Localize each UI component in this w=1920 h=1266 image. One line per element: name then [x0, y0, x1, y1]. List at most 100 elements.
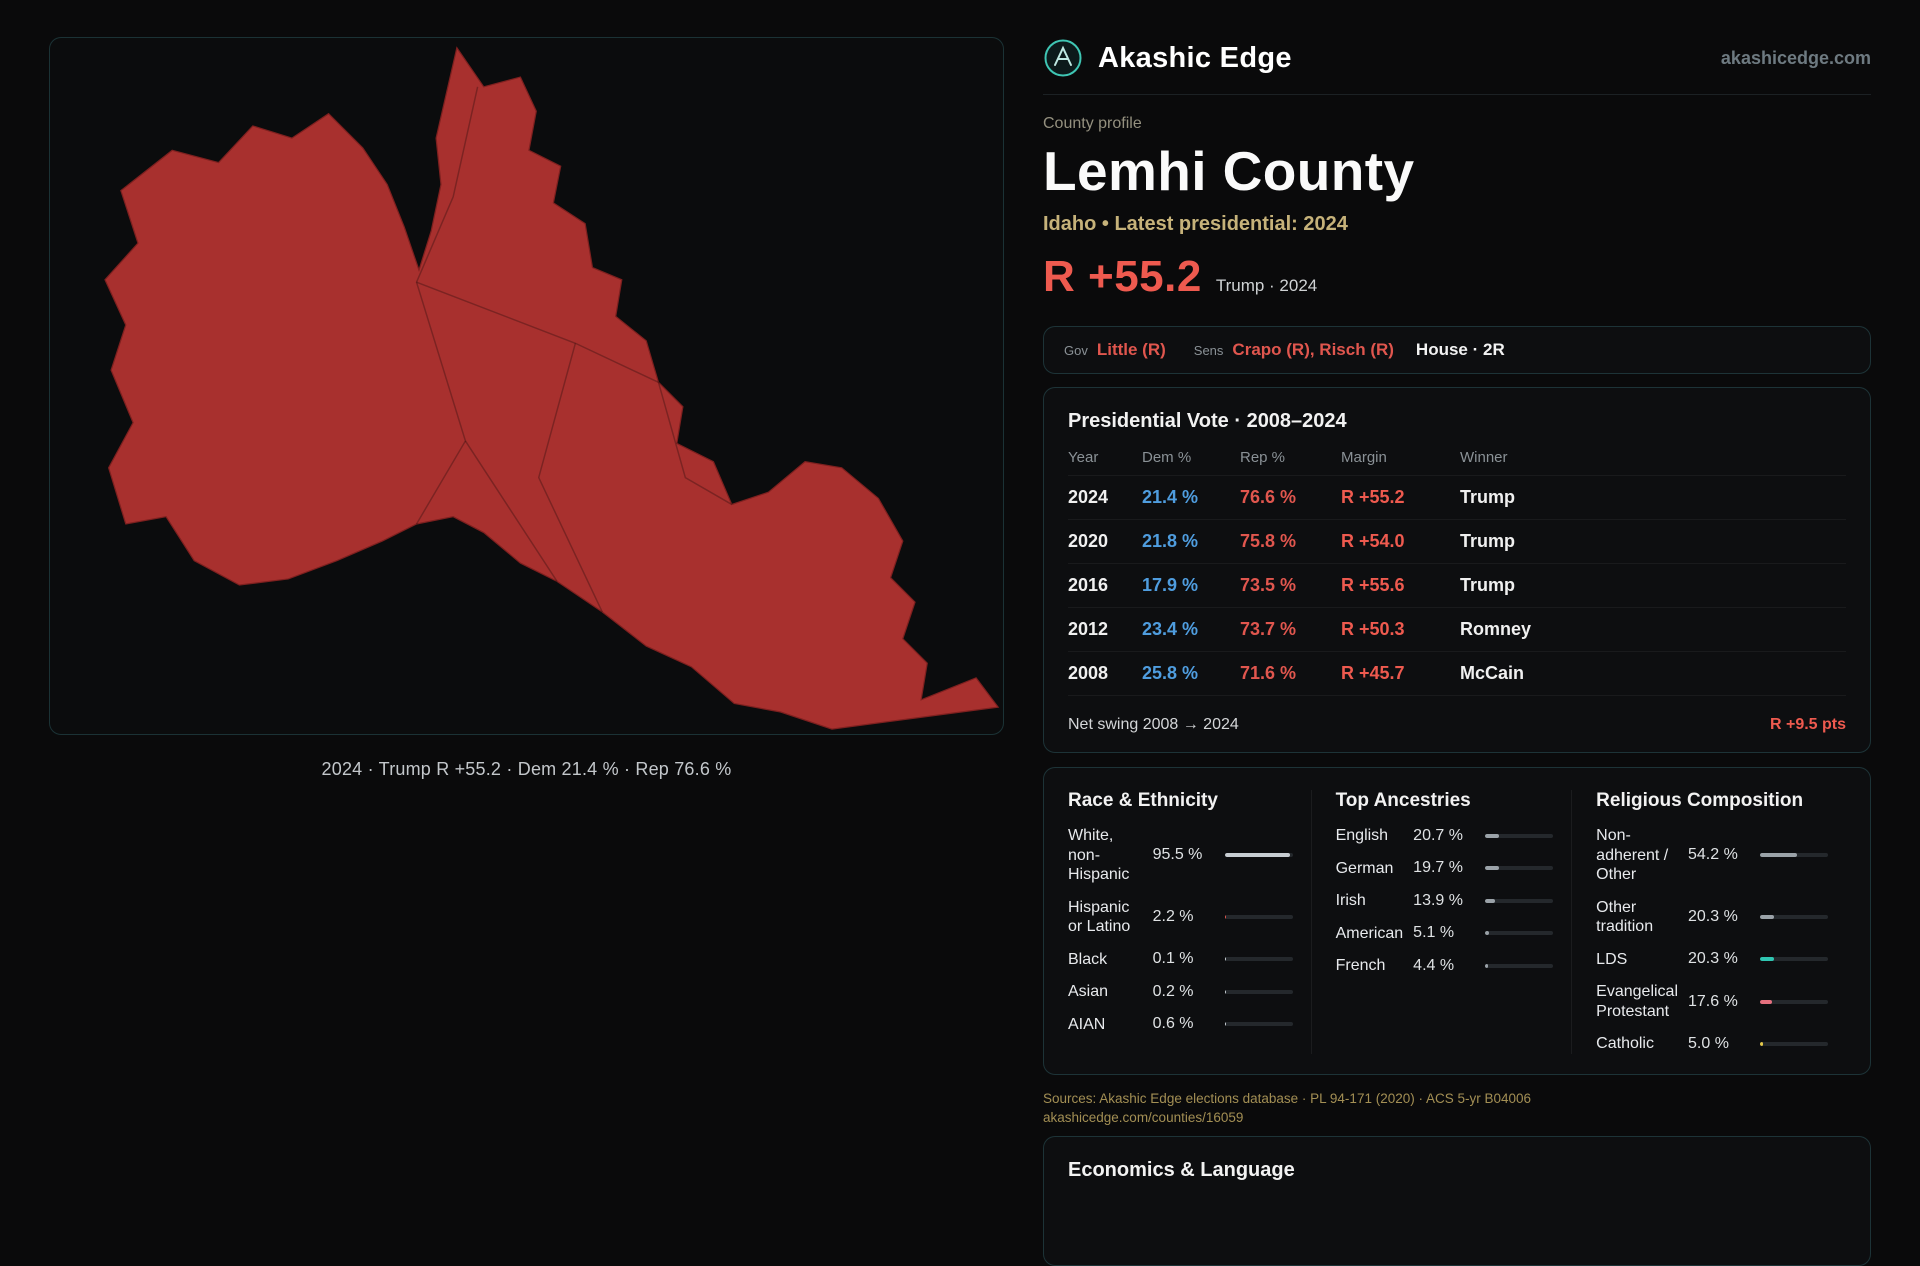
- economics-language-card: Economics & Language: [1043, 1135, 1871, 1266]
- stat-label: German: [1335, 859, 1394, 877]
- brand-name: Akashic Edge: [1098, 41, 1292, 74]
- headline-margin-caption: Trump · 2024: [1215, 276, 1318, 295]
- stat-bar: [1224, 1022, 1293, 1027]
- stat-bar: [1224, 853, 1293, 858]
- table-row: 2012 23.4 % 73.7 % R +50.3 Romney: [1068, 608, 1846, 652]
- rep-cell: 71.6 %: [1240, 663, 1297, 683]
- list-item: Black 0.1 %: [1068, 950, 1293, 970]
- net-swing-value: R +9.5 pts: [1769, 716, 1846, 733]
- brand-domain-link[interactable]: akashicedge.com: [1720, 47, 1871, 68]
- county-map: [104, 46, 1000, 730]
- stat-bar: [1485, 931, 1554, 936]
- year-cell: 2016: [1068, 575, 1109, 595]
- net-swing-row: Net swing 2008 → 2024 R +9.5 pts: [1068, 700, 1846, 734]
- dem-cell: 21.8 %: [1142, 531, 1199, 551]
- vote-card-title: Presidential Vote · 2008–2024: [1068, 410, 1347, 432]
- dem-cell: 17.9 %: [1142, 575, 1199, 595]
- winner-cell: Trump: [1460, 531, 1516, 551]
- stat-value: 95.5 %: [1152, 846, 1203, 864]
- senators-value: Crapo (R), Risch (R): [1232, 340, 1394, 359]
- stat-value: 2.2 %: [1152, 908, 1194, 926]
- headline-margin-row: R +55.2 Trump · 2024: [1043, 252, 1871, 302]
- app-header: Akashic Edge akashicedge.com: [1043, 38, 1871, 78]
- stat-bar: [1760, 853, 1828, 858]
- stat-value: 0.1 %: [1152, 950, 1194, 968]
- governor-value: Little (R): [1096, 340, 1166, 359]
- headline-margin: R +55.2: [1043, 252, 1202, 301]
- list-item: White, non-Hispanic 95.5 %: [1068, 826, 1293, 885]
- akashic-edge-logo-icon: [1044, 39, 1082, 77]
- vote-table-header: Year Dem % Rep % Margin Winner: [1068, 449, 1846, 476]
- col-margin: Margin: [1341, 449, 1387, 466]
- col-rep: Rep %: [1240, 449, 1286, 466]
- stat-value: 0.2 %: [1152, 982, 1194, 1000]
- list-item: German 19.7 %: [1336, 859, 1554, 879]
- page-title: Lemhi County: [1043, 140, 1415, 202]
- stat-label: LDS: [1596, 950, 1628, 968]
- year-cell: 2008: [1068, 663, 1109, 683]
- stat-value: 5.1 %: [1413, 924, 1455, 942]
- county-shape: [104, 46, 1000, 730]
- stat-label: Other tradition: [1596, 898, 1654, 936]
- stat-value: 5.0 %: [1688, 1034, 1729, 1052]
- economics-card-title: Economics & Language: [1068, 1158, 1295, 1181]
- table-row: 2020 21.8 % 75.8 % R +54.0 Trump: [1068, 520, 1846, 564]
- race-ethnicity-title: Race & Ethnicity: [1068, 790, 1218, 811]
- list-item: Catholic 5.0 %: [1596, 1034, 1828, 1054]
- stat-label: Irish: [1335, 892, 1366, 910]
- margin-cell: R +45.7: [1341, 663, 1405, 683]
- margin-cell: R +55.2: [1341, 487, 1405, 507]
- col-dem: Dem %: [1142, 449, 1192, 466]
- county-url-link[interactable]: akashicedge.com/counties/16059: [1043, 1110, 1244, 1126]
- stat-value: 13.9 %: [1413, 891, 1463, 909]
- col-winner: Winner: [1460, 449, 1508, 466]
- stat-value: 54.2 %: [1688, 846, 1738, 864]
- dem-cell: 25.8 %: [1142, 663, 1199, 683]
- presidential-vote-card: Presidential Vote · 2008–2024 Year Dem %…: [1043, 387, 1871, 753]
- stat-label: AIAN: [1068, 1015, 1106, 1033]
- rep-cell: 73.7 %: [1240, 619, 1297, 639]
- table-row: 2016 17.9 % 73.5 % R +55.6 Trump: [1068, 564, 1846, 608]
- religious-composition-column: Religious Composition Non-adherent / Oth…: [1571, 790, 1846, 1054]
- stat-label: English: [1335, 827, 1389, 844]
- rep-cell: 76.6 %: [1240, 487, 1297, 507]
- margin-cell: R +50.3: [1341, 619, 1405, 639]
- list-item: LDS 20.3 %: [1596, 950, 1828, 970]
- list-item: French 4.4 %: [1336, 956, 1554, 976]
- stat-value: 20.3 %: [1688, 950, 1738, 968]
- senators-label: Sens: [1193, 342, 1224, 358]
- table-row: 2024 21.4 % 76.6 % R +55.2 Trump: [1068, 476, 1846, 520]
- rep-cell: 75.8 %: [1240, 531, 1297, 551]
- stat-label: Black: [1068, 950, 1108, 968]
- state-and-latest-election: Idaho • Latest presidential: 2024: [1043, 213, 1348, 235]
- net-swing-label: Net swing 2008 → 2024: [1068, 716, 1239, 733]
- year-cell: 2012: [1068, 619, 1109, 639]
- winner-cell: Trump: [1460, 575, 1516, 595]
- stat-label: American: [1335, 924, 1404, 942]
- stat-bar: [1485, 833, 1554, 838]
- precinct-boundaries: [415, 86, 733, 613]
- header-divider: [1043, 94, 1871, 95]
- map-section: 2024 · Trump R +55.2 · Dem 21.4 % · Rep …: [49, 37, 1004, 780]
- dem-cell: 21.4 %: [1142, 487, 1199, 507]
- house-delegation: House · 2R: [1415, 340, 1505, 359]
- sources-block: Sources: Akashic Edge elections database…: [1043, 1089, 1871, 1128]
- race-ethnicity-column: Race & Ethnicity White, non-Hispanic 95.…: [1068, 790, 1311, 1054]
- county-map-panel: [49, 37, 1004, 735]
- officials-bar: Gov Little (R) Sens Crapo (R), Risch (R)…: [1043, 326, 1871, 374]
- demographics-card: Race & Ethnicity White, non-Hispanic 95.…: [1043, 767, 1871, 1075]
- stat-label: Hispanic or Latino: [1068, 898, 1131, 936]
- stat-label: French: [1335, 957, 1386, 975]
- list-item: Other tradition 20.3 %: [1596, 898, 1828, 937]
- winner-cell: Romney: [1460, 619, 1532, 639]
- dem-cell: 23.4 %: [1142, 619, 1199, 639]
- map-caption: 2024 · Trump R +55.2 · Dem 21.4 % · Rep …: [321, 759, 732, 779]
- stat-label: Asian: [1068, 983, 1109, 1001]
- governor-label: Gov: [1064, 342, 1088, 358]
- year-cell: 2020: [1068, 531, 1109, 551]
- list-item: Evangelical Protestant 17.6 %: [1596, 982, 1828, 1021]
- list-item: Asian 0.2 %: [1068, 982, 1293, 1002]
- stat-bar: [1760, 1041, 1828, 1046]
- col-year: Year: [1068, 449, 1099, 466]
- stat-label: Evangelical Protestant: [1596, 983, 1678, 1020]
